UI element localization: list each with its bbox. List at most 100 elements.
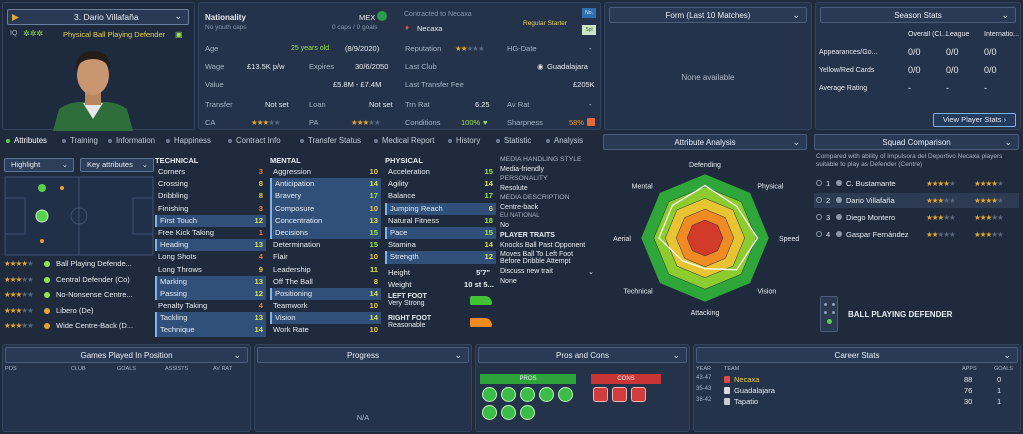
no-button[interactable]: No. xyxy=(582,8,596,18)
tab-information[interactable]: Information xyxy=(108,136,155,145)
age-label: Age xyxy=(205,44,219,53)
games-header[interactable]: Games Played In Position ⌄ xyxy=(5,347,248,363)
star-icon: ★ xyxy=(15,290,22,299)
attribute-row[interactable]: Decisions 15 xyxy=(270,226,381,240)
attribute-value: 18 xyxy=(484,215,493,225)
attribute-value: 10 xyxy=(369,203,378,213)
attribute-row[interactable]: Free Kick Taking 1 xyxy=(155,227,266,239)
chevron-down-icon: ⌄ xyxy=(588,269,594,276)
attribute-row[interactable]: Finishing 3 xyxy=(155,203,266,215)
attribute-row[interactable]: Determination 15 xyxy=(270,239,381,251)
tab-transfer-status[interactable]: Transfer Status xyxy=(300,136,361,145)
view-player-stats-button[interactable]: View Player Stats › xyxy=(933,113,1016,127)
attribute-row[interactable]: Jumping Reach 6 xyxy=(385,202,496,215)
career-team[interactable]: Tapatio xyxy=(734,397,759,406)
attribute-row[interactable]: Stamina 14 xyxy=(385,239,496,251)
attribute-row[interactable]: Marking 13 xyxy=(155,275,266,288)
analysis-header[interactable]: Attribute Analysis ⌄ xyxy=(603,134,807,150)
attribute-row[interactable]: Positioning 14 xyxy=(270,287,381,301)
attribute-row[interactable]: Tackling 13 xyxy=(155,312,266,325)
squad-row[interactable]: 1 C. Bustamante ★★★★★ ★★★★★ xyxy=(814,176,1019,191)
career-header[interactable]: Career Stats ⌄ xyxy=(696,347,1018,363)
attribute-row[interactable]: Agility 14 xyxy=(385,178,496,190)
tab-history[interactable]: History xyxy=(448,136,480,145)
tab-contract-info[interactable]: Contract Info xyxy=(228,136,281,145)
attribute-row[interactable]: Teamwork 10 xyxy=(270,300,381,312)
star-icon: ★ xyxy=(21,290,28,299)
attribute-row[interactable]: Crossing 8 xyxy=(155,178,266,190)
dob-value: (8/9/2020) xyxy=(345,44,380,53)
star-icon: ★ xyxy=(9,274,17,284)
attribute-row[interactable]: Bravery 17 xyxy=(270,190,381,203)
tab-statistic[interactable]: Statistic xyxy=(496,136,531,145)
attribute-row[interactable]: First Touch 12 xyxy=(155,214,266,227)
key-attributes-dropdown[interactable]: Key attributes ⌄ xyxy=(80,158,154,172)
career-team[interactable]: Guadalajara xyxy=(734,386,775,395)
star-icon: ★ xyxy=(937,213,944,222)
attribute-row[interactable]: Concentration 13 xyxy=(270,214,381,227)
pros-cons-header[interactable]: Pros and Cons ⌄ xyxy=(478,347,687,363)
career-goals: 1 xyxy=(997,397,1002,406)
position-rating-row[interactable]: ★★★★★ Ball Playing Defende... xyxy=(4,258,154,270)
media-style-value: Media-friendly xyxy=(500,166,544,173)
attribute-row[interactable]: Off The Ball 8 xyxy=(270,276,381,288)
progress-header[interactable]: Progress ⌄ xyxy=(257,347,469,363)
discuss-trait-button[interactable]: Discuss new trait ⌄ xyxy=(500,268,600,276)
career-team[interactable]: Necaxa xyxy=(734,375,760,384)
attribute-row[interactable]: Corners 3 xyxy=(155,166,266,178)
attribute-row[interactable]: Technique 14 xyxy=(155,324,266,337)
height-value: 5'7" xyxy=(476,267,490,277)
left-foot-label: LEFT FOOT xyxy=(388,292,427,300)
attribute-value: 4 xyxy=(258,252,263,262)
attribute-row[interactable]: Composure 10 xyxy=(270,202,381,215)
star-icon: ★ xyxy=(26,321,34,330)
tab-training[interactable]: Training xyxy=(62,136,98,145)
attribute-row[interactable]: Dribbling 8 xyxy=(155,190,266,202)
position-rating-row[interactable]: ★★★★★ No-Nonsense Centre... xyxy=(4,289,154,301)
tab-happiness[interactable]: Happiness xyxy=(166,136,211,145)
attribute-row[interactable]: Leadership 11 xyxy=(270,264,381,276)
attribute-row[interactable]: Passing 12 xyxy=(155,287,266,301)
attribute-row[interactable]: Strength 12 xyxy=(385,251,496,264)
squad-row[interactable]: 3 Diego Montero ★★★★★ ★★★★★ xyxy=(814,210,1019,225)
position-rating-row[interactable]: ★★★★★ Central Defender (Co) xyxy=(4,274,154,286)
season-row-value: 0/0 xyxy=(908,47,921,57)
attribute-row[interactable]: Balance 17 xyxy=(385,190,496,202)
attribute-row[interactable]: Long Shots 4 xyxy=(155,251,266,263)
attribute-name: Concentration xyxy=(275,215,323,225)
spl-button[interactable]: Spl xyxy=(582,25,596,35)
tab-analysis[interactable]: Analysis xyxy=(546,136,583,145)
attribute-row[interactable]: Heading 13 xyxy=(155,239,266,252)
season-header[interactable]: Season Stats ⌄ xyxy=(820,7,1016,23)
squad-row[interactable]: 4 Gaspar Fernández ★★★★★ ★★★★★ xyxy=(814,227,1019,242)
tab-label: Analysis xyxy=(554,136,584,145)
position-rating-row[interactable]: ★★★★★ Libero (De) xyxy=(4,305,154,317)
attribute-row[interactable]: Penalty Taking 4 xyxy=(155,300,266,312)
attribute-name: Flair xyxy=(273,252,288,262)
radar-label: Attacking xyxy=(691,310,720,317)
attribute-row[interactable]: Anticipation 14 xyxy=(270,178,381,191)
chevron-down-icon: ⌄ xyxy=(1003,350,1011,360)
tab-attributes[interactable]: Attributes xyxy=(6,136,47,145)
form-header[interactable]: Form (Last 10 Matches) ⌄ xyxy=(609,7,807,23)
player-name-dropdown[interactable]: 3. Dario Villafaña ⌄ xyxy=(7,9,189,25)
attribute-row[interactable]: Long Throws 9 xyxy=(155,264,266,276)
transfer-label: Transfer xyxy=(205,100,233,109)
attribute-row[interactable]: Flair 10 xyxy=(270,251,381,263)
attribute-name: Corners xyxy=(158,167,186,176)
position-rating-row[interactable]: ★★★★★ Wide Centre-Back (D... xyxy=(4,320,154,332)
attribute-row[interactable]: Vision 14 xyxy=(270,312,381,325)
squad-header[interactable]: Squad Comparison ⌄ xyxy=(814,134,1019,150)
tabs-bar: Attributes Training Information Happiness Co… xyxy=(0,132,600,149)
star-icon: ★ xyxy=(991,179,998,188)
form-panel: Form (Last 10 Matches) ⌄ None available xyxy=(604,2,812,130)
attribute-row[interactable]: Acceleration 15 xyxy=(385,166,496,178)
attribute-row[interactable]: Work Rate 10 xyxy=(270,324,381,336)
tab-medical-report[interactable]: Medical Report xyxy=(374,136,434,145)
attribute-row[interactable]: Aggression 10 xyxy=(270,166,381,178)
highlight-dropdown[interactable]: Highlight ⌄ xyxy=(4,158,74,172)
left-boot-icon xyxy=(470,295,492,305)
squad-row[interactable]: 2 Dario Villafaña ★★★★★ ★★★★★ xyxy=(814,193,1019,208)
attribute-row[interactable]: Pace 15 xyxy=(385,226,496,240)
attribute-row[interactable]: Natural Fitness 18 xyxy=(385,215,496,227)
